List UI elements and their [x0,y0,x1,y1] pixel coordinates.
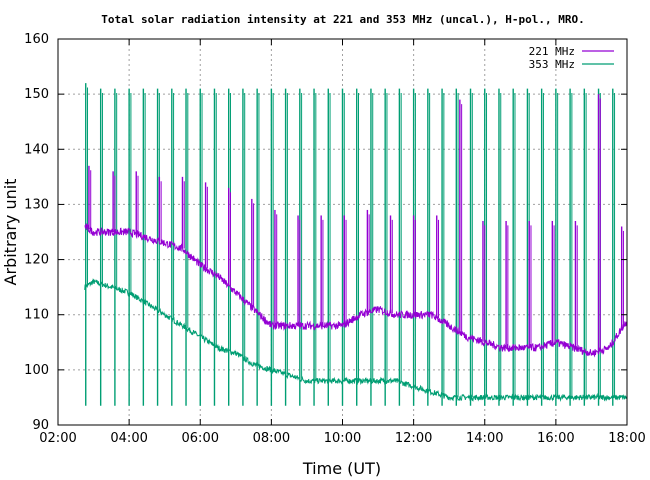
y-tick-label: 140 [24,142,49,157]
series-1 [84,83,628,406]
x-tick-label: 14:00 [466,431,503,446]
y-tick-label: 150 [24,87,49,102]
x-tick-label: 06:00 [182,431,219,446]
y-tick-label: 90 [32,418,49,433]
x-tick-label: 04:00 [110,431,147,446]
y-tick-label: 100 [24,363,49,378]
x-tick-label: 16:00 [537,431,574,446]
legend-label: 353 MHz [529,58,575,71]
y-tick-label: 120 [24,253,49,268]
series-line-1 [84,278,628,402]
series-0 [84,94,628,358]
x-tick-label: 12:00 [395,431,432,446]
y-tick-label: 160 [24,32,49,47]
x-tick-label: 02:00 [39,431,76,446]
legend-label: 221 MHz [529,45,575,58]
series-layer [84,83,628,406]
x-tick-label: 18:00 [608,431,645,446]
x-axis-label: Time (UT) [302,459,381,478]
x-tick-label: 10:00 [324,431,361,446]
y-axis-label: Arbitrary unit [1,179,20,286]
y-tick-label: 130 [24,197,49,212]
series-line-0 [84,223,628,358]
chart-title: Total solar radiation intensity at 221 a… [101,13,584,26]
x-tick-label: 08:00 [253,431,290,446]
axis-ticks: 02:00 04:00 06:00 08:00 10:00 12:00 14:00 16:00… [24,32,646,446]
y-tick-label: 110 [24,308,49,323]
